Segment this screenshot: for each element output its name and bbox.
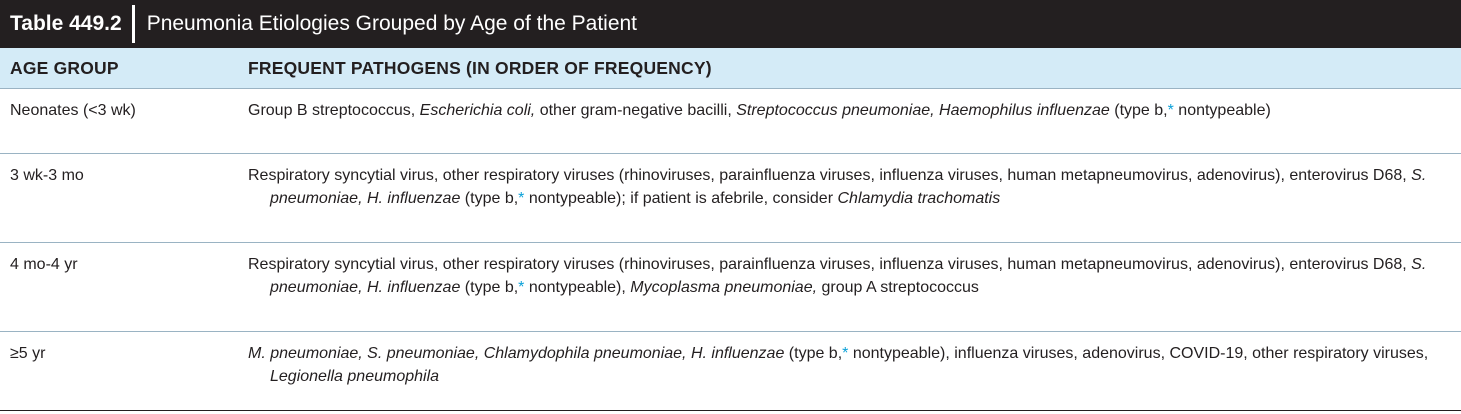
table-title-bar: Table 449.2 Pneumonia Etiologies Grouped… bbox=[0, 0, 1461, 48]
table-number: Table 449.2 bbox=[0, 0, 132, 48]
footnote-asterisk: * bbox=[518, 279, 525, 296]
text-run: group A streptococcus bbox=[817, 279, 979, 296]
table-row: Neonates (<3 wk) Group B streptococcus, … bbox=[0, 88, 1461, 153]
table-row: ≥5 yr M. pneumoniae, S. pneumoniae, Chla… bbox=[0, 331, 1461, 411]
header-age-group: AGE GROUP bbox=[10, 57, 119, 78]
table-row: 4 mo-4 yr Respiratory syncytial virus, o… bbox=[0, 242, 1461, 331]
pathogens-text: Group B streptococcus, Escherichia coli,… bbox=[248, 99, 1451, 122]
age-cell: ≥5 yr bbox=[10, 345, 46, 362]
italic-taxon: Legionella pneumophila bbox=[270, 368, 440, 385]
age-cell: 4 mo-4 yr bbox=[10, 256, 78, 273]
age-cell: 3 wk-3 mo bbox=[10, 167, 84, 184]
pathogens-cell: M. pneumoniae, S. pneumoniae, Chlamydoph… bbox=[248, 332, 1461, 410]
text-run: (type b, bbox=[460, 190, 519, 207]
pathogens-text: Respiratory syncytial virus, other respi… bbox=[248, 164, 1451, 210]
text-run: Respiratory syncytial virus, other respi… bbox=[248, 256, 1412, 273]
age-cell: Neonates (<3 wk) bbox=[10, 102, 136, 119]
pathogens-cell: Group B streptococcus, Escherichia coli,… bbox=[248, 89, 1461, 153]
footnote-asterisk: * bbox=[842, 345, 849, 362]
table-header-row: AGE GROUP FREQUENT PATHOGENS (IN ORDER O… bbox=[0, 48, 1461, 88]
text-run: other gram-negative bacilli, bbox=[535, 102, 737, 119]
text-run: (type b, bbox=[1109, 102, 1168, 119]
text-run: nontypeable), bbox=[524, 279, 631, 296]
footnote-asterisk: * bbox=[1167, 102, 1174, 119]
text-run: Respiratory syncytial virus, other respi… bbox=[248, 167, 1412, 184]
pathogens-cell: Respiratory syncytial virus, other respi… bbox=[248, 154, 1461, 242]
pathogens-text: M. pneumoniae, S. pneumoniae, Chlamydoph… bbox=[248, 342, 1451, 388]
italic-taxon: S. pneumoniae, H. influenzae bbox=[270, 256, 1427, 296]
pathogens-text: Respiratory syncytial virus, other respi… bbox=[248, 253, 1451, 299]
title-divider bbox=[131, 5, 135, 43]
table-title: Pneumonia Etiologies Grouped by Age of t… bbox=[134, 0, 638, 48]
pathogens-cell: Respiratory syncytial virus, other respi… bbox=[248, 243, 1461, 331]
header-pathogens: FREQUENT PATHOGENS (IN ORDER OF FREQUENC… bbox=[248, 57, 712, 78]
italic-taxon: Streptococcus pneumoniae, Haemophilus in… bbox=[736, 102, 1110, 119]
italic-taxon: S. pneumoniae, H. influenzae bbox=[270, 167, 1427, 207]
table-row: 3 wk-3 mo Respiratory syncytial virus, o… bbox=[0, 153, 1461, 242]
text-run: nontypeable), influenza viruses, adenovi… bbox=[848, 345, 1429, 362]
italic-taxon: Chlamydia trachomatis bbox=[837, 190, 1001, 207]
text-run: nontypeable) bbox=[1173, 102, 1271, 119]
text-run: Group B streptococcus, bbox=[248, 102, 420, 119]
text-run: (type b, bbox=[784, 345, 843, 362]
italic-taxon: Escherichia coli, bbox=[419, 102, 536, 119]
italic-taxon: Mycoplasma pneumoniae, bbox=[630, 279, 818, 296]
italic-taxon: M. pneumoniae, S. pneumoniae, Chlamydoph… bbox=[248, 345, 785, 362]
footnote-asterisk: * bbox=[518, 190, 525, 207]
text-run: nontypeable); if patient is afebrile, co… bbox=[524, 190, 838, 207]
text-run: (type b, bbox=[460, 279, 519, 296]
